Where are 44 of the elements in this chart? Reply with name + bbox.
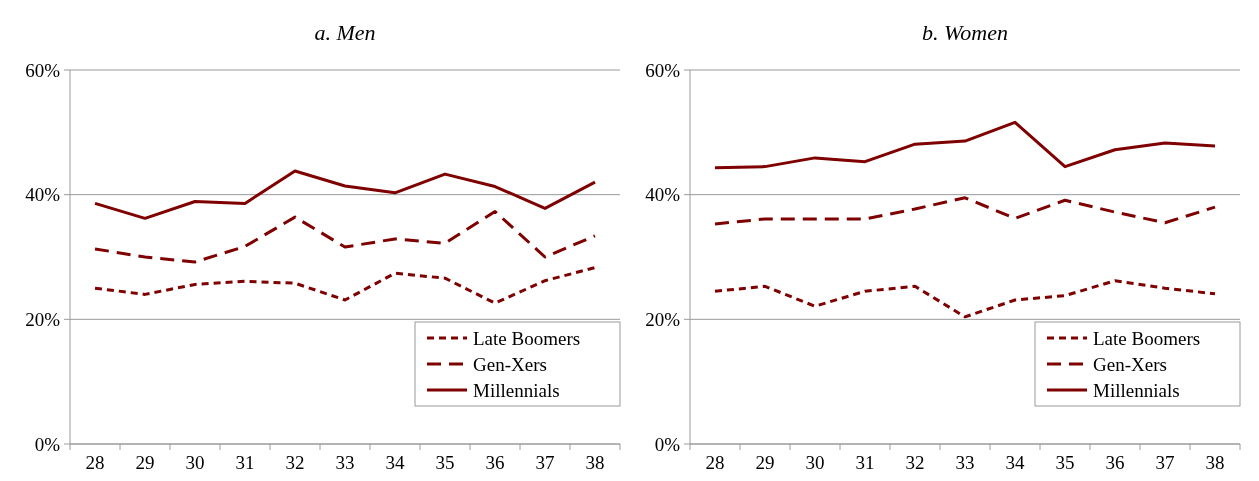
legend-label: Gen-Xers xyxy=(473,353,547,375)
x-tick-label: 37 xyxy=(1155,452,1175,473)
line-series xyxy=(93,169,597,220)
x-tick-label: 28 xyxy=(705,452,725,473)
x-tick-label: 33 xyxy=(955,452,975,473)
x-tick-label: 38 xyxy=(1205,452,1225,473)
chart-title: b. Women xyxy=(922,20,1008,45)
x-tick-label: 35 xyxy=(435,452,455,473)
y-tick-label: 20% xyxy=(25,308,61,330)
y-tick-label: 40% xyxy=(645,184,681,206)
line-series xyxy=(93,210,597,264)
x-tick-label: 31 xyxy=(855,452,875,473)
x-tick-label: 34 xyxy=(385,452,405,473)
x-tick-label: 38 xyxy=(585,452,605,473)
y-tick-label: 40% xyxy=(25,184,61,206)
x-tick-label: 31 xyxy=(235,452,255,473)
x-tick-label: 37 xyxy=(535,452,555,473)
x-tick-label: 30 xyxy=(805,452,825,473)
line-series xyxy=(93,266,597,305)
chart-title: a. Men xyxy=(314,20,376,45)
y-tick-label: 60% xyxy=(645,59,681,81)
legend-label: Late Boomers xyxy=(473,327,581,349)
x-tick-label: 33 xyxy=(335,452,355,473)
x-tick-label: 32 xyxy=(905,452,925,473)
legend-label: Millennials xyxy=(1093,379,1180,401)
x-tick-label: 28 xyxy=(85,452,105,473)
x-tick-label: 35 xyxy=(1055,452,1075,473)
line-series xyxy=(713,279,1217,319)
legend-label: Late Boomers xyxy=(1093,327,1201,349)
legend-label: Millennials xyxy=(473,379,560,401)
x-tick-label: 36 xyxy=(1105,452,1125,473)
x-tick-label: 29 xyxy=(755,452,775,473)
line-series xyxy=(713,120,1217,170)
y-tick-label: 60% xyxy=(25,59,61,81)
y-tick-label: 0% xyxy=(654,433,681,455)
x-tick-label: 34 xyxy=(1005,452,1025,473)
x-tick-label: 30 xyxy=(185,452,205,473)
line-series xyxy=(713,196,1217,226)
x-tick-label: 32 xyxy=(285,452,305,473)
x-tick-label: 36 xyxy=(485,452,505,473)
y-tick-label: 0% xyxy=(34,433,61,455)
legend-label: Gen-Xers xyxy=(1093,353,1167,375)
x-tick-label: 29 xyxy=(135,452,155,473)
y-tick-label: 20% xyxy=(645,308,681,330)
